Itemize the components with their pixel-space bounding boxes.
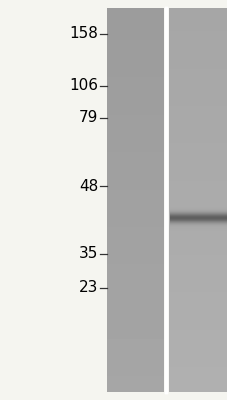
Text: 106: 106 bbox=[69, 78, 98, 94]
Text: 79: 79 bbox=[78, 110, 98, 126]
Text: 23: 23 bbox=[78, 280, 98, 296]
Text: 48: 48 bbox=[79, 178, 98, 194]
Text: 158: 158 bbox=[69, 26, 98, 42]
Text: 35: 35 bbox=[78, 246, 98, 262]
